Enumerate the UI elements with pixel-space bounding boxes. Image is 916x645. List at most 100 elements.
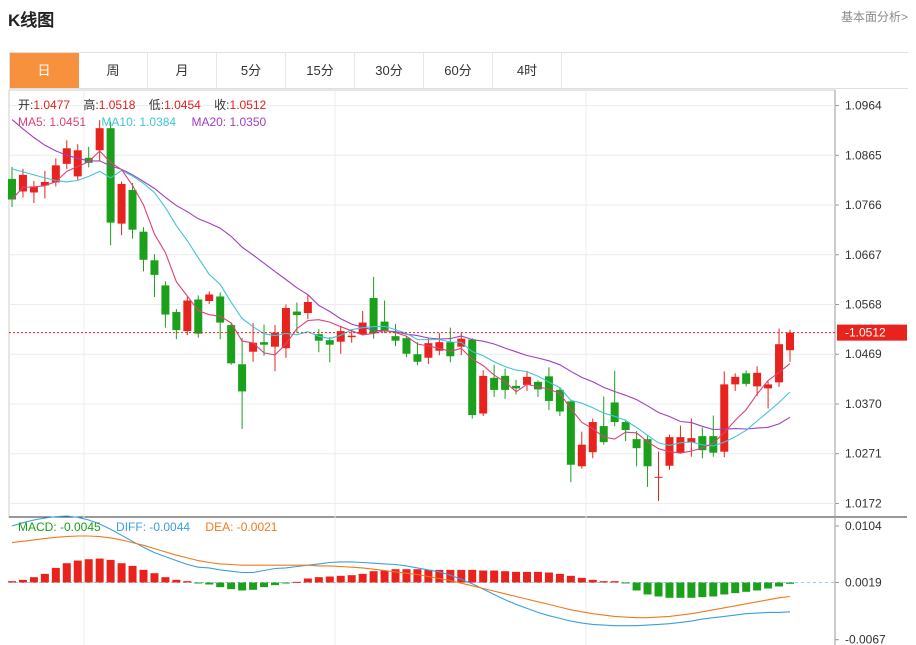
macd-bar bbox=[128, 565, 137, 583]
candle-body bbox=[512, 385, 521, 389]
candle-body bbox=[358, 322, 367, 335]
candle-body bbox=[161, 285, 170, 315]
candle-body bbox=[238, 364, 247, 392]
period-tabs: 日 周 月 5分 15分 30分 60分 4时 bbox=[9, 52, 908, 89]
macd-bar bbox=[610, 581, 619, 583]
fundamental-analysis-link[interactable]: 基本面分析> bbox=[840, 10, 908, 24]
macd-bar bbox=[512, 571, 521, 583]
candle-body bbox=[183, 300, 192, 332]
tab-week[interactable]: 周 bbox=[79, 53, 148, 88]
macd-bar bbox=[216, 582, 225, 588]
candle-body bbox=[786, 332, 794, 351]
tab-day[interactable]: 日 bbox=[10, 53, 79, 88]
candle-body bbox=[523, 376, 532, 385]
macd-bar bbox=[325, 576, 334, 583]
tab-30min[interactable]: 30分 bbox=[355, 53, 424, 88]
macd-bar bbox=[73, 560, 82, 583]
high-label: 高: bbox=[83, 98, 99, 112]
macd-bar bbox=[786, 582, 794, 584]
macd-bar bbox=[523, 571, 532, 583]
macd-bar bbox=[687, 582, 696, 598]
candle-body bbox=[117, 183, 126, 224]
macd-bar bbox=[468, 569, 477, 583]
macd-bar bbox=[720, 582, 729, 595]
candle-body bbox=[270, 332, 279, 347]
candle-body bbox=[227, 325, 236, 364]
candle-body bbox=[249, 342, 258, 352]
candle-body bbox=[216, 296, 225, 323]
page-title: K线图 bbox=[8, 11, 55, 30]
candle-body bbox=[566, 401, 575, 465]
y-tick-label: 1.0964 bbox=[845, 99, 882, 113]
candle-body bbox=[632, 439, 641, 449]
macd-bar bbox=[643, 582, 652, 595]
ohlc-readout: 开:1.0477 高:1.0518 低:1.0454 收:1.0512 bbox=[18, 96, 266, 113]
macd-bar bbox=[358, 573, 367, 583]
tab-5min[interactable]: 5分 bbox=[217, 53, 286, 88]
candle-body bbox=[18, 174, 27, 192]
last-price-tag bbox=[837, 324, 907, 341]
macd-bar bbox=[402, 569, 411, 583]
candle-body bbox=[325, 340, 334, 345]
candle-body bbox=[95, 128, 104, 151]
macd-bar bbox=[632, 582, 641, 591]
macd-bar bbox=[303, 578, 312, 583]
macd-bar bbox=[599, 581, 608, 583]
macd-bar bbox=[194, 582, 203, 584]
kline-frame bbox=[8, 89, 836, 518]
y-tick-label: 1.0271 bbox=[845, 447, 882, 461]
macd-bar bbox=[446, 569, 455, 583]
tab-month[interactable]: 月 bbox=[148, 53, 217, 88]
candle-body bbox=[292, 311, 301, 316]
tab-60min[interactable]: 60分 bbox=[424, 53, 493, 88]
macd-bar bbox=[62, 563, 71, 583]
macd-bar bbox=[106, 559, 115, 583]
candle-body bbox=[720, 384, 729, 452]
candle-body bbox=[336, 331, 345, 342]
macd-bar bbox=[8, 581, 16, 583]
high-value: 1.0518 bbox=[98, 98, 136, 112]
macd-bar bbox=[95, 558, 104, 583]
candle-body bbox=[314, 334, 323, 341]
close-value: 1.0512 bbox=[229, 98, 267, 112]
macd-bar bbox=[336, 575, 345, 583]
candle-body bbox=[106, 128, 115, 223]
candle-body bbox=[391, 336, 400, 341]
candle-body bbox=[424, 343, 433, 358]
candle-body bbox=[775, 344, 784, 383]
candle-body bbox=[205, 294, 214, 301]
candle-body bbox=[347, 335, 356, 338]
ma10-legend: MA10: 1.0384 bbox=[101, 115, 177, 129]
macd-bar bbox=[588, 579, 597, 583]
dea-line bbox=[11, 535, 791, 619]
y-tick-label: 1.0469 bbox=[845, 347, 882, 361]
candle-body bbox=[369, 297, 378, 334]
macd-bar bbox=[775, 582, 784, 587]
candle-body bbox=[490, 377, 499, 390]
candle-body bbox=[260, 342, 269, 345]
macd-bar bbox=[501, 571, 510, 583]
candle-body bbox=[742, 373, 751, 384]
macd-bar bbox=[314, 577, 323, 583]
open-label: 开: bbox=[18, 98, 34, 112]
macd-value: MACD: -0.0045 bbox=[18, 520, 101, 534]
macd-bar bbox=[260, 582, 269, 588]
macd-bar bbox=[621, 582, 630, 584]
macd-bar bbox=[665, 582, 674, 598]
candle-body bbox=[51, 165, 60, 183]
macd-bar bbox=[281, 582, 290, 584]
macd-bar bbox=[369, 571, 378, 583]
tab-15min[interactable]: 15分 bbox=[286, 53, 355, 88]
macd-bar bbox=[238, 582, 247, 591]
macd-bar bbox=[139, 569, 148, 583]
candle-body bbox=[533, 381, 542, 390]
low-label: 低: bbox=[148, 98, 165, 112]
macd-bar bbox=[150, 573, 159, 583]
tab-4hour[interactable]: 4时 bbox=[493, 53, 562, 88]
macd-bar bbox=[40, 573, 49, 583]
macd-bar bbox=[380, 570, 389, 583]
macd-bar bbox=[347, 575, 356, 583]
macd-bar bbox=[709, 582, 718, 597]
macd-bar bbox=[117, 563, 126, 583]
